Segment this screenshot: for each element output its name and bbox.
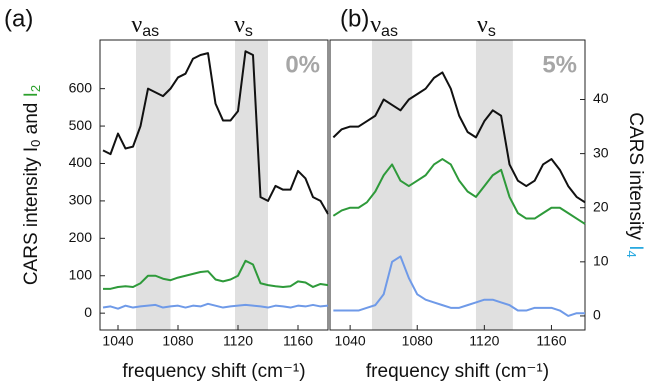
plot-frame bbox=[99, 39, 329, 331]
band-label: νs bbox=[477, 12, 496, 41]
panel-label: (b) bbox=[340, 5, 369, 32]
y-tick-label: 20 bbox=[593, 198, 609, 214]
band-label-sub: s bbox=[488, 23, 496, 40]
band-label: νas bbox=[131, 12, 159, 41]
y-axis-label-part: 2 bbox=[28, 85, 43, 92]
x-tick-label: 1080 bbox=[402, 333, 433, 349]
y-axis-label: CARS intensity I4 bbox=[624, 112, 646, 258]
y-tick-label: 300 bbox=[69, 192, 93, 208]
band-label-symbol: ν bbox=[234, 12, 245, 38]
corner-label: 0% bbox=[285, 51, 320, 78]
y-tick-label: 30 bbox=[593, 144, 609, 160]
band-label-symbol: ν bbox=[131, 12, 142, 38]
x-tick-label: 1120 bbox=[223, 333, 253, 349]
y-axis-label-part: CARS intensity bbox=[625, 112, 646, 245]
series-line bbox=[333, 255, 585, 317]
y-tick-label: 600 bbox=[69, 79, 93, 95]
y-axis-label-part: I bbox=[21, 92, 42, 97]
series-line bbox=[332, 71, 586, 204]
y-axis-label-part: 4 bbox=[624, 251, 639, 258]
y-axis-label-part: 0 bbox=[28, 140, 43, 147]
y-axis-label-part: and bbox=[21, 97, 42, 139]
x-axis-label: frequency shift (cm⁻¹) bbox=[122, 361, 305, 382]
band-label-sub: as bbox=[142, 23, 159, 40]
x-tick-label: 1080 bbox=[162, 333, 193, 349]
band-label-symbol: ν bbox=[370, 12, 381, 38]
highlight-band bbox=[136, 40, 171, 330]
y-tick-label: 400 bbox=[69, 154, 93, 170]
y-axis-label-part: CARS intensity I bbox=[21, 147, 42, 285]
series-line bbox=[332, 158, 586, 225]
x-tick-label: 1040 bbox=[102, 333, 133, 349]
highlight-band bbox=[235, 40, 268, 330]
highlight-band bbox=[475, 40, 513, 330]
plot-frame bbox=[329, 39, 586, 331]
y-tick-label: 100 bbox=[69, 266, 93, 282]
y-tick-label: 200 bbox=[69, 229, 93, 245]
panel-label: (a) bbox=[4, 5, 33, 32]
x-tick-label: 1120 bbox=[469, 333, 499, 349]
band-label-sub: s bbox=[245, 23, 253, 40]
y-axis-label-part: I bbox=[625, 245, 646, 250]
y-tick-label: 500 bbox=[69, 117, 93, 133]
x-tick-label: 1160 bbox=[536, 333, 566, 349]
series-line bbox=[102, 50, 329, 215]
series-line bbox=[103, 259, 329, 290]
y-tick-label: 10 bbox=[593, 253, 609, 269]
series-line bbox=[102, 302, 329, 310]
corner-label: 5% bbox=[542, 51, 577, 78]
x-axis-label: frequency shift (cm⁻¹) bbox=[366, 361, 549, 382]
x-tick-label: 1160 bbox=[283, 333, 313, 349]
y-axis-label: CARS intensity I0 and I2 bbox=[21, 85, 43, 285]
x-tick-label: 1040 bbox=[335, 333, 366, 349]
y-tick-label: 40 bbox=[593, 90, 609, 106]
band-label: νas bbox=[370, 12, 398, 41]
band-label-symbol: ν bbox=[477, 12, 488, 38]
y-tick-label: 0 bbox=[593, 307, 601, 323]
band-label: νs bbox=[234, 12, 253, 41]
y-tick-label: 0 bbox=[84, 304, 92, 320]
band-label-sub: as bbox=[381, 23, 398, 40]
